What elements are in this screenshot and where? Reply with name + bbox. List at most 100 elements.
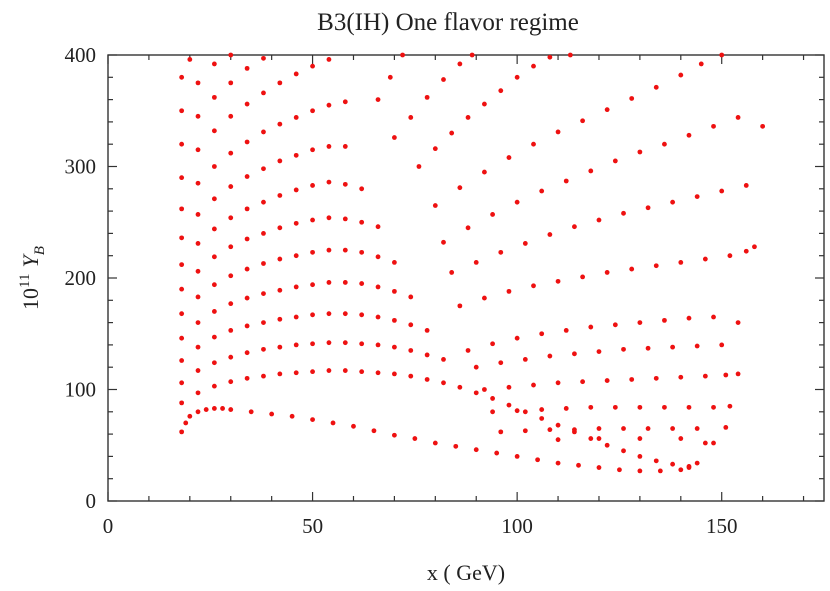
data-point xyxy=(555,422,561,428)
data-point xyxy=(498,360,504,366)
data-point xyxy=(277,80,283,86)
data-point xyxy=(752,244,757,250)
data-point xyxy=(604,107,610,113)
data-point xyxy=(342,144,348,149)
data-point xyxy=(686,132,692,138)
data-point xyxy=(392,432,397,438)
data-point xyxy=(228,184,234,189)
data-point xyxy=(261,129,266,135)
data-point xyxy=(482,101,487,107)
data-point xyxy=(563,328,569,333)
data-point xyxy=(310,417,315,423)
data-point xyxy=(293,284,299,290)
data-point xyxy=(637,149,643,155)
data-point xyxy=(179,380,185,386)
data-point xyxy=(228,150,234,156)
data-point xyxy=(310,217,315,223)
data-point xyxy=(244,206,250,212)
data-point xyxy=(228,407,234,412)
data-point xyxy=(547,232,553,237)
data-point xyxy=(662,317,667,323)
data-points xyxy=(179,52,766,474)
data-point xyxy=(179,358,185,363)
x-tick-label: 150 xyxy=(706,514,738,538)
data-point xyxy=(657,468,663,474)
data-point xyxy=(228,80,234,86)
data-point xyxy=(490,409,495,415)
data-point xyxy=(588,168,594,174)
data-point xyxy=(342,99,348,105)
data-point xyxy=(441,380,446,386)
data-point xyxy=(424,352,430,358)
data-point xyxy=(211,128,217,134)
data-point xyxy=(490,341,495,347)
data-point xyxy=(179,311,185,317)
data-point xyxy=(342,368,348,373)
data-point xyxy=(261,261,266,266)
data-point xyxy=(678,72,684,78)
data-point xyxy=(678,436,684,441)
x-tick-label: 50 xyxy=(302,514,323,538)
data-point xyxy=(392,288,397,294)
data-point xyxy=(506,288,512,294)
data-point xyxy=(670,344,676,350)
data-point xyxy=(555,278,561,284)
data-point xyxy=(179,235,185,241)
data-point xyxy=(211,226,217,232)
data-point xyxy=(637,404,643,410)
data-point xyxy=(596,465,602,470)
data-point xyxy=(604,442,610,448)
data-point xyxy=(261,231,266,236)
data-point xyxy=(653,375,659,381)
data-point xyxy=(326,215,332,221)
data-point xyxy=(670,461,676,467)
data-point xyxy=(244,65,250,71)
data-point xyxy=(342,247,348,253)
data-point xyxy=(387,74,393,80)
data-point xyxy=(621,426,626,431)
data-point xyxy=(228,301,234,307)
data-point xyxy=(261,166,266,172)
data-point xyxy=(723,372,729,378)
data-point xyxy=(482,295,487,301)
data-point xyxy=(453,443,459,449)
data-point xyxy=(686,315,692,321)
data-point xyxy=(244,101,250,107)
data-point xyxy=(514,335,520,341)
data-point xyxy=(342,340,348,346)
data-point xyxy=(662,404,667,410)
data-point xyxy=(465,225,471,231)
data-point xyxy=(179,141,185,147)
data-point xyxy=(637,436,643,441)
data-point xyxy=(179,400,185,406)
data-point xyxy=(412,436,418,441)
data-point xyxy=(457,384,463,390)
y-tick-label: 400 xyxy=(65,43,97,67)
data-point xyxy=(261,90,266,96)
data-point xyxy=(195,320,201,325)
axis-tick-labels: 0 50 100 150 0 100 200 300 400 xyxy=(65,43,738,538)
data-point xyxy=(469,52,475,58)
data-point xyxy=(698,61,704,67)
axis-ticks xyxy=(107,54,824,502)
y-axis-label-exponent: 11 xyxy=(17,273,33,287)
data-point xyxy=(662,141,667,147)
data-point xyxy=(449,130,455,136)
data-point xyxy=(187,57,193,62)
data-point xyxy=(711,123,716,129)
data-point xyxy=(277,225,283,231)
data-point xyxy=(228,328,234,333)
y-axis-label: 1011 YB xyxy=(17,246,48,310)
data-point xyxy=(195,268,201,274)
data-point xyxy=(310,183,315,188)
data-point xyxy=(342,216,348,222)
data-point xyxy=(588,324,594,330)
data-point xyxy=(694,194,700,200)
data-point xyxy=(277,121,283,127)
data-point xyxy=(195,180,201,186)
data-point xyxy=(293,253,299,259)
y-tick-label: 100 xyxy=(65,378,97,402)
data-point xyxy=(330,420,336,426)
data-point xyxy=(653,263,659,269)
